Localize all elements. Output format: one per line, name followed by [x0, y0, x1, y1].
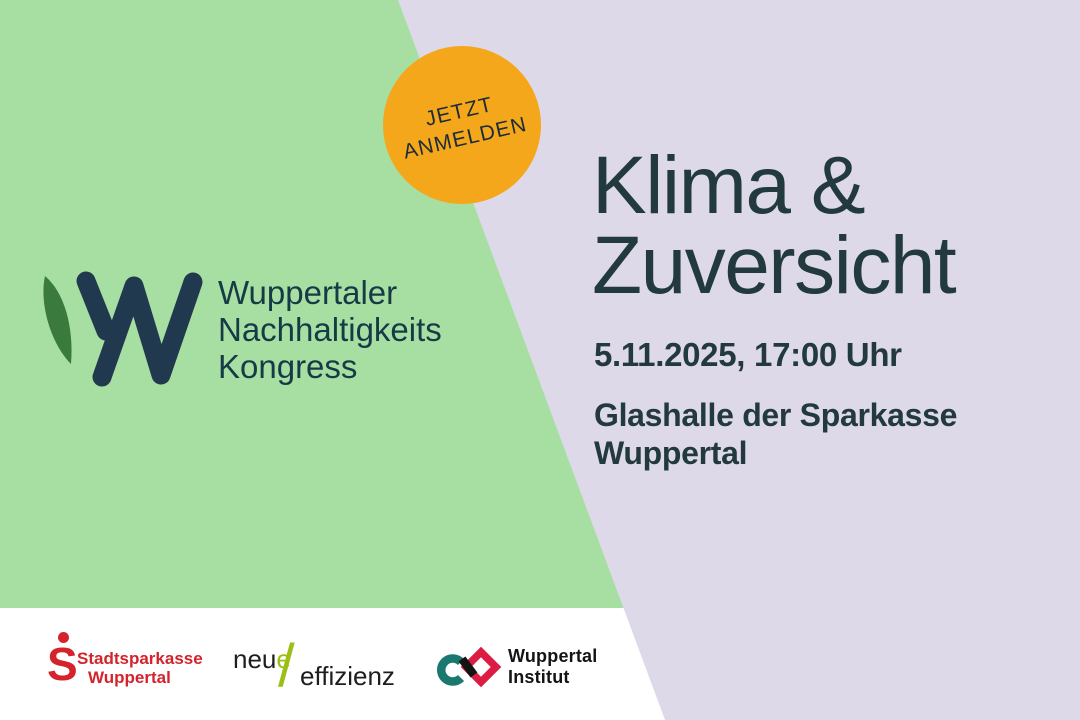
neue-effizienz-logo: neue / effizienz	[233, 636, 395, 696]
wuppertal-institut-text: Wuppertal Institut	[508, 646, 597, 688]
event-venue-line2: Wuppertal	[594, 435, 748, 471]
event-datetime: 5.11.2025, 17:00 Uhr	[594, 336, 902, 373]
wuppertal-institut-line1: Wuppertal	[508, 646, 598, 666]
sparkasse-name-line2: Wuppertal	[88, 668, 171, 687]
neue-effizienz-effizienz: effizienz	[300, 661, 395, 691]
neue-effizienz-top-text: neue	[233, 644, 291, 675]
congress-name-line3: Kongress	[218, 348, 358, 385]
congress-name-line1: Wuppertaler	[218, 274, 398, 311]
register-badge-text: JETZT ANMELDEN	[394, 84, 529, 165]
event-title-line1: Klima &	[592, 140, 866, 231]
wn-monogram-short-stroke	[76, 271, 116, 341]
wi-teal-ring	[437, 654, 465, 686]
congress-logo-icon	[43, 271, 203, 387]
neue-effizienz-green-e: e	[276, 644, 291, 674]
neue-effizienz-neu: neu	[233, 644, 277, 674]
sparkasse-logo-text: Stadtsparkasse Wuppertal	[77, 649, 203, 687]
sparkasse-s-icon: S	[47, 638, 78, 690]
congress-logo-wordmark: Wuppertaler Nachhaltigkeits Kongress	[218, 274, 442, 385]
sparkasse-coin-dot-icon	[58, 632, 69, 643]
wuppertal-institut-line2: Institut	[508, 667, 570, 687]
event-title: Klima & Zuversicht	[592, 140, 957, 311]
wi-red-diamond	[460, 646, 502, 688]
leaf-icon	[43, 276, 72, 364]
sparkasse-name-line1: Stadtsparkasse	[77, 649, 203, 668]
wuppertal-institut-icon	[437, 646, 502, 688]
congress-name-line2: Nachhaltigkeits	[218, 311, 442, 348]
event-venue-line1: Glashalle der Sparkasse	[594, 397, 958, 433]
neue-effizienz-slash-icon: /	[278, 632, 295, 699]
wi-black-link	[458, 656, 478, 678]
register-badge[interactable]: JETZT ANMELDEN	[383, 46, 541, 204]
event-title-line2: Zuversicht	[592, 220, 957, 311]
wn-monogram-zigzag	[92, 272, 203, 387]
event-venue: Glashalle der Sparkasse Wuppertal	[594, 396, 957, 472]
